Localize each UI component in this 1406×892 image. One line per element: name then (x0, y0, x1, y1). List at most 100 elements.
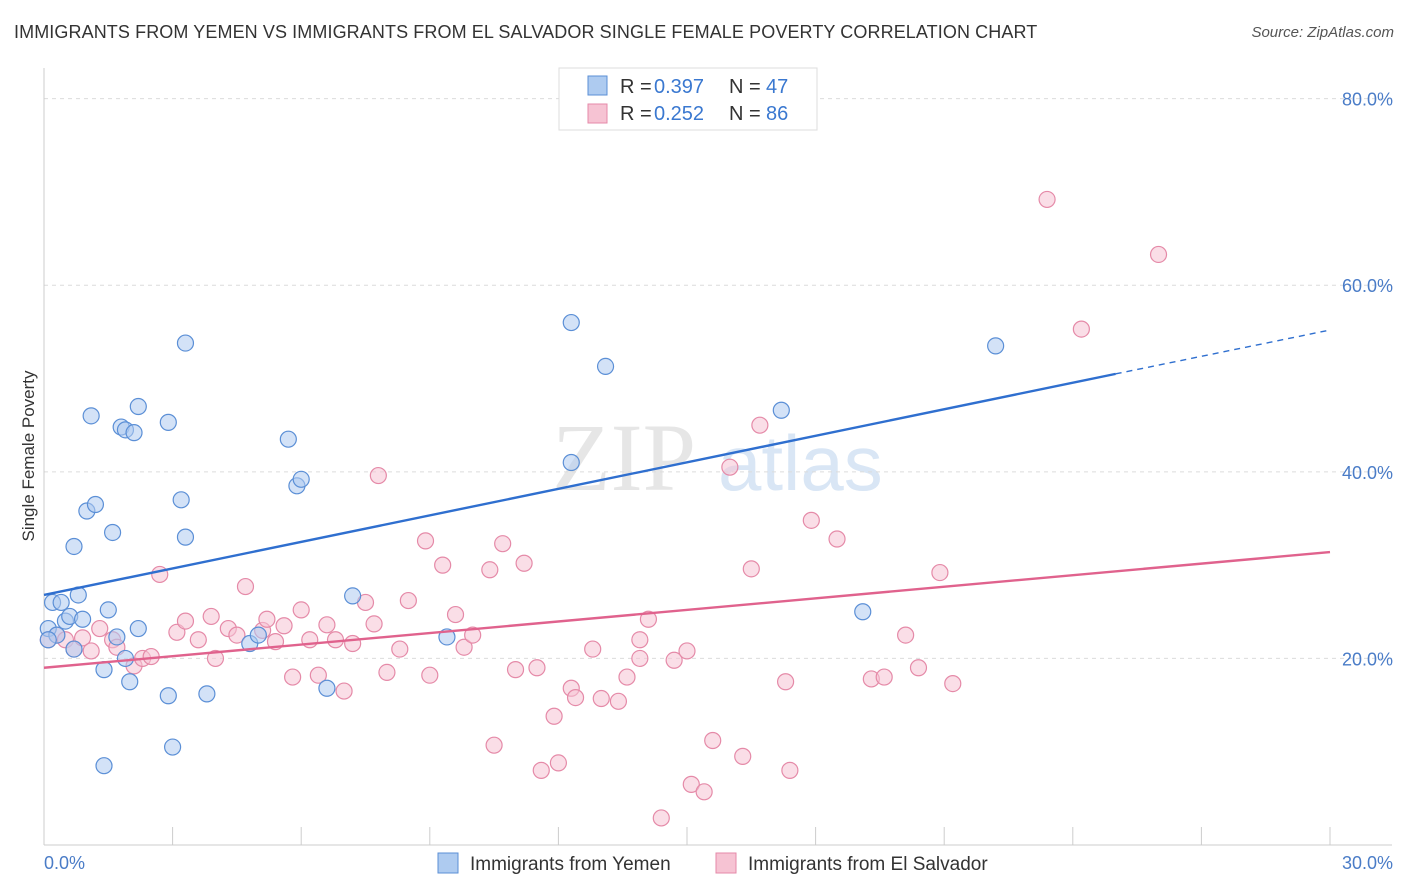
salvador-point-38 (399, 591, 417, 610)
yemen-point-38 (344, 587, 362, 605)
salvador-point-40 (421, 666, 439, 684)
yemen-point-29 (176, 528, 195, 546)
yemen-point-16 (103, 523, 122, 542)
salvador-point-75 (802, 511, 820, 529)
salvador-point-47 (494, 535, 512, 553)
yemen-point-11 (82, 407, 100, 425)
yemen-point-30 (176, 334, 195, 352)
yemen-point-34 (279, 430, 297, 448)
salvador-point-45 (481, 561, 499, 579)
salvador-point-48 (506, 661, 525, 679)
series-yemen-points (39, 313, 1005, 775)
salvador-point-65 (678, 642, 696, 660)
yemen-point-26 (159, 687, 177, 705)
salvador-point-73 (776, 673, 795, 691)
salvador-point-79 (897, 626, 915, 644)
salvador-point-83 (1038, 190, 1056, 209)
salvador-point-31 (335, 682, 353, 700)
legend-bottom-yemen-label: Immigrants from Yemen (470, 854, 671, 875)
salvador-point-52 (545, 707, 563, 725)
salvador-point-43 (455, 638, 473, 656)
salvador-point-6 (91, 619, 109, 638)
salvador-point-61 (631, 631, 649, 649)
y-axis-title: Single Female Poverty (19, 370, 38, 542)
legend-top: R = 0.397 N = 47 R = 0.252 N = 86 (558, 67, 818, 131)
chart-title: IMMIGRANTS FROM YEMEN VS IMMIGRANTS FROM… (14, 22, 1038, 42)
yemen-trend-extension (1115, 329, 1331, 375)
legend-salvador-r-label: R = (620, 103, 652, 125)
legend-yemen-r-label: R = (620, 76, 652, 98)
legend-salvador-swatch (587, 103, 608, 124)
salvador-point-62 (639, 610, 658, 628)
y-tick-label-40: 40.0% (1342, 463, 1393, 483)
salvador-point-29 (318, 616, 336, 634)
y-tick-label-60: 60.0% (1342, 276, 1393, 296)
x-tick-label-max: 30.0% (1342, 853, 1393, 873)
salvador-point-41 (434, 556, 452, 574)
yemen-point-21 (125, 424, 143, 442)
legend-bottom-salvador-label: Immigrants from El Salvador (748, 854, 988, 875)
salvador-point-46 (485, 736, 503, 754)
yemen-point-37 (318, 679, 336, 697)
legend-yemen-n-value: 47 (766, 76, 788, 98)
yemen-point-9 (73, 610, 92, 628)
salvador-point-22 (258, 610, 276, 628)
salvador-point-35 (369, 466, 387, 485)
salvador-point-57 (592, 689, 610, 708)
yemen-point-14 (95, 757, 113, 775)
legend-bottom-salvador-swatch (715, 852, 737, 874)
salvador-trend-line (43, 550, 1331, 669)
series-el-salvador-points (39, 190, 1168, 827)
salvador-point-44 (464, 626, 482, 644)
salvador-point-34 (365, 615, 383, 633)
salvador-point-55 (566, 688, 585, 707)
salvador-point-50 (528, 659, 546, 677)
salvador-point-37 (391, 640, 409, 658)
legend-salvador-r-value: 0.252 (654, 103, 704, 125)
yemen-point-33 (249, 626, 267, 644)
trend-lines (43, 329, 1331, 669)
legend-yemen-r-value: 0.397 (654, 76, 704, 98)
legend-salvador-n-value: 86 (766, 103, 788, 125)
salvador-point-72 (751, 416, 769, 434)
legend-bottom: Immigrants from Yemen Immigrants from El… (437, 852, 988, 875)
yemen-point-43 (772, 401, 790, 419)
yemen-point-46 (39, 631, 57, 649)
yemen-point-23 (129, 619, 147, 638)
legend-salvador-n-label: N = (729, 103, 761, 125)
y-tick-label-80: 80.0% (1342, 90, 1393, 110)
salvador-point-30 (326, 631, 345, 649)
yemen-point-15 (99, 601, 117, 619)
salvador-point-26 (292, 601, 310, 619)
yemen-point-24 (121, 673, 139, 691)
yemen-point-25 (159, 413, 177, 431)
yemen-point-40 (562, 313, 580, 332)
yemen-point-7 (65, 537, 83, 556)
salvador-point-20 (236, 577, 255, 596)
salvador-point-84 (1072, 320, 1090, 338)
salvador-point-51 (532, 761, 550, 779)
yemen-point-12 (86, 495, 105, 514)
salvador-point-15 (189, 631, 207, 649)
yemen-point-17 (108, 628, 126, 646)
salvador-point-68 (704, 731, 722, 750)
salvador-point-76 (828, 530, 846, 548)
salvador-point-49 (515, 554, 533, 572)
watermark-atlas: atlas (718, 419, 883, 507)
yemen-point-44 (854, 603, 872, 621)
x-axis-ticks (43, 827, 1331, 845)
source-credit: Source: ZipAtlas.com (1251, 24, 1394, 41)
yemen-point-45 (987, 337, 1005, 355)
salvador-point-25 (284, 668, 302, 686)
yemen-point-6 (65, 640, 83, 658)
yemen-point-36 (292, 470, 310, 488)
y-tick-label-20: 20.0% (1342, 649, 1393, 669)
legend-yemen-n-label: N = (729, 76, 761, 98)
salvador-point-74 (781, 761, 799, 779)
yemen-point-27 (164, 738, 182, 756)
salvador-point-81 (931, 563, 949, 582)
salvador-point-53 (549, 754, 568, 772)
salvador-point-24 (275, 617, 293, 635)
salvador-point-42 (446, 605, 465, 624)
